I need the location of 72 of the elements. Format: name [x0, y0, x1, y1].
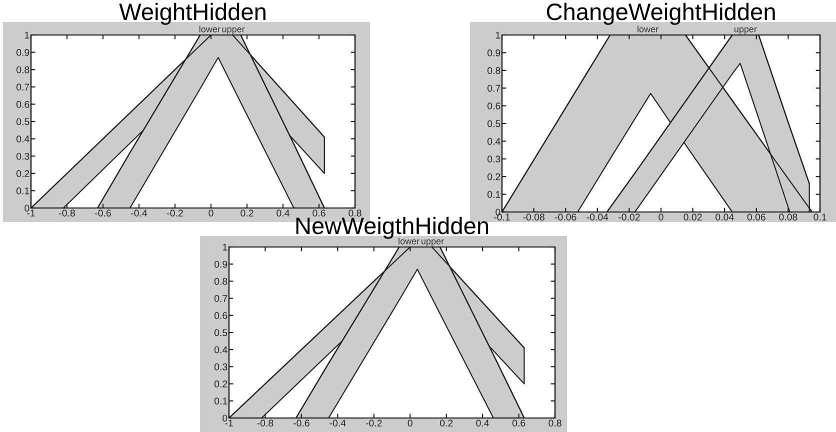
x-tick-label: -0.02 — [618, 214, 640, 221]
y-tick-label: 0.8 — [16, 66, 30, 74]
x-tick-label: -0.8 — [59, 210, 75, 217]
series-label: lower — [398, 238, 420, 244]
x-tick-label: 0 — [658, 214, 664, 221]
y-tick-label: 0.6 — [487, 102, 500, 110]
series-label: lower — [199, 26, 220, 32]
x-tick-label: -1 — [27, 210, 35, 216]
legend-label: upper — [222, 27, 245, 34]
x-tick-label: -0.04 — [586, 214, 608, 221]
y-tick-label: 0.4 — [487, 138, 500, 145]
y-tick-label: 0.5 — [16, 118, 30, 126]
x-tick-label: 0.1 — [814, 214, 826, 221]
x-tick-label: 0.4 — [476, 420, 490, 427]
x-tick-label: -0.06 — [554, 214, 576, 221]
x-tick-label: -0.08 — [523, 214, 544, 221]
x-tick-label: -0.4 — [131, 210, 148, 217]
x-tick-label: -0.2 — [366, 420, 382, 427]
y-tick-label: 0.9 — [214, 260, 228, 268]
x-tick-label: 0.2 — [440, 420, 453, 427]
x-tick-label: 0.04 — [716, 214, 734, 221]
y-tick-label: 0.2 — [214, 380, 228, 388]
x-tick-label: 0.06 — [747, 214, 766, 221]
chart-title: NewWeigthHidden — [296, 216, 488, 239]
y-tick-label: 0.4 — [16, 136, 30, 142]
y-tick-label: 0.1 — [16, 187, 30, 194]
x-tick-label: 0.08 — [779, 214, 798, 221]
y-tick-label: 0.9 — [16, 49, 30, 56]
x-tick-label: -0.8 — [257, 420, 274, 427]
chart-title: WeightHidden — [119, 2, 266, 25]
series-label: lower — [638, 26, 658, 32]
y-tick-label: 0.3 — [214, 363, 228, 370]
x-tick-label: 0.8 — [348, 210, 362, 217]
y-tick-label: 0.5 — [487, 120, 500, 128]
y-tick-label: 0.9 — [487, 49, 500, 56]
y-tick-label: 0.1 — [487, 191, 500, 198]
chart-title: ChangeWeightHidden — [546, 2, 775, 25]
x-tick-label: 0 — [408, 420, 412, 427]
x-tick-label: 0.8 — [548, 420, 562, 427]
x-tick-label: -0.1 — [494, 214, 510, 221]
y-tick-label: 0.7 — [487, 84, 500, 92]
y-tick-label: 0.1 — [214, 398, 228, 405]
x-tick-label: -0.6 — [294, 420, 310, 427]
y-tick-label: 0.4 — [214, 346, 228, 354]
y-tick-label: 0.7 — [214, 295, 228, 302]
y-tick-label: 0.8 — [214, 278, 228, 285]
series-label: upper — [734, 27, 757, 34]
y-tick-label: 0.7 — [16, 84, 30, 91]
y-tick-label: 1 — [24, 32, 30, 39]
y-tick-label: 0.2 — [487, 173, 500, 180]
y-tick-label: 0 — [222, 414, 228, 422]
x-tick-label: 0.4 — [276, 210, 290, 217]
x-tick-label: -1 — [225, 420, 233, 426]
y-tick-label: 1 — [222, 244, 228, 251]
x-tick-label: 0.02 — [684, 214, 702, 221]
y-tick-label: 0 — [24, 204, 30, 212]
x-tick-label: 0.6 — [512, 420, 526, 427]
y-tick-label: 0.3 — [487, 156, 500, 163]
y-tick-label: 1 — [496, 32, 500, 39]
x-tick-label: 0.6 — [312, 210, 326, 217]
x-tick-label: -0.4 — [330, 420, 346, 427]
y-tick-label: 0.8 — [487, 67, 500, 74]
y-tick-label: 0.3 — [16, 152, 30, 160]
x-tick-label: -0.2 — [167, 210, 183, 217]
x-tick-label: 0 — [208, 210, 214, 217]
y-tick-label: 0.2 — [16, 170, 30, 178]
y-tick-label: 0.6 — [16, 100, 30, 108]
x-tick-label: 0.2 — [240, 210, 254, 217]
y-tick-label: 0.6 — [214, 312, 228, 320]
legend-label: upper — [422, 239, 444, 246]
x-tick-label: -0.6 — [95, 210, 111, 217]
y-tick-label: 0.5 — [214, 329, 228, 336]
